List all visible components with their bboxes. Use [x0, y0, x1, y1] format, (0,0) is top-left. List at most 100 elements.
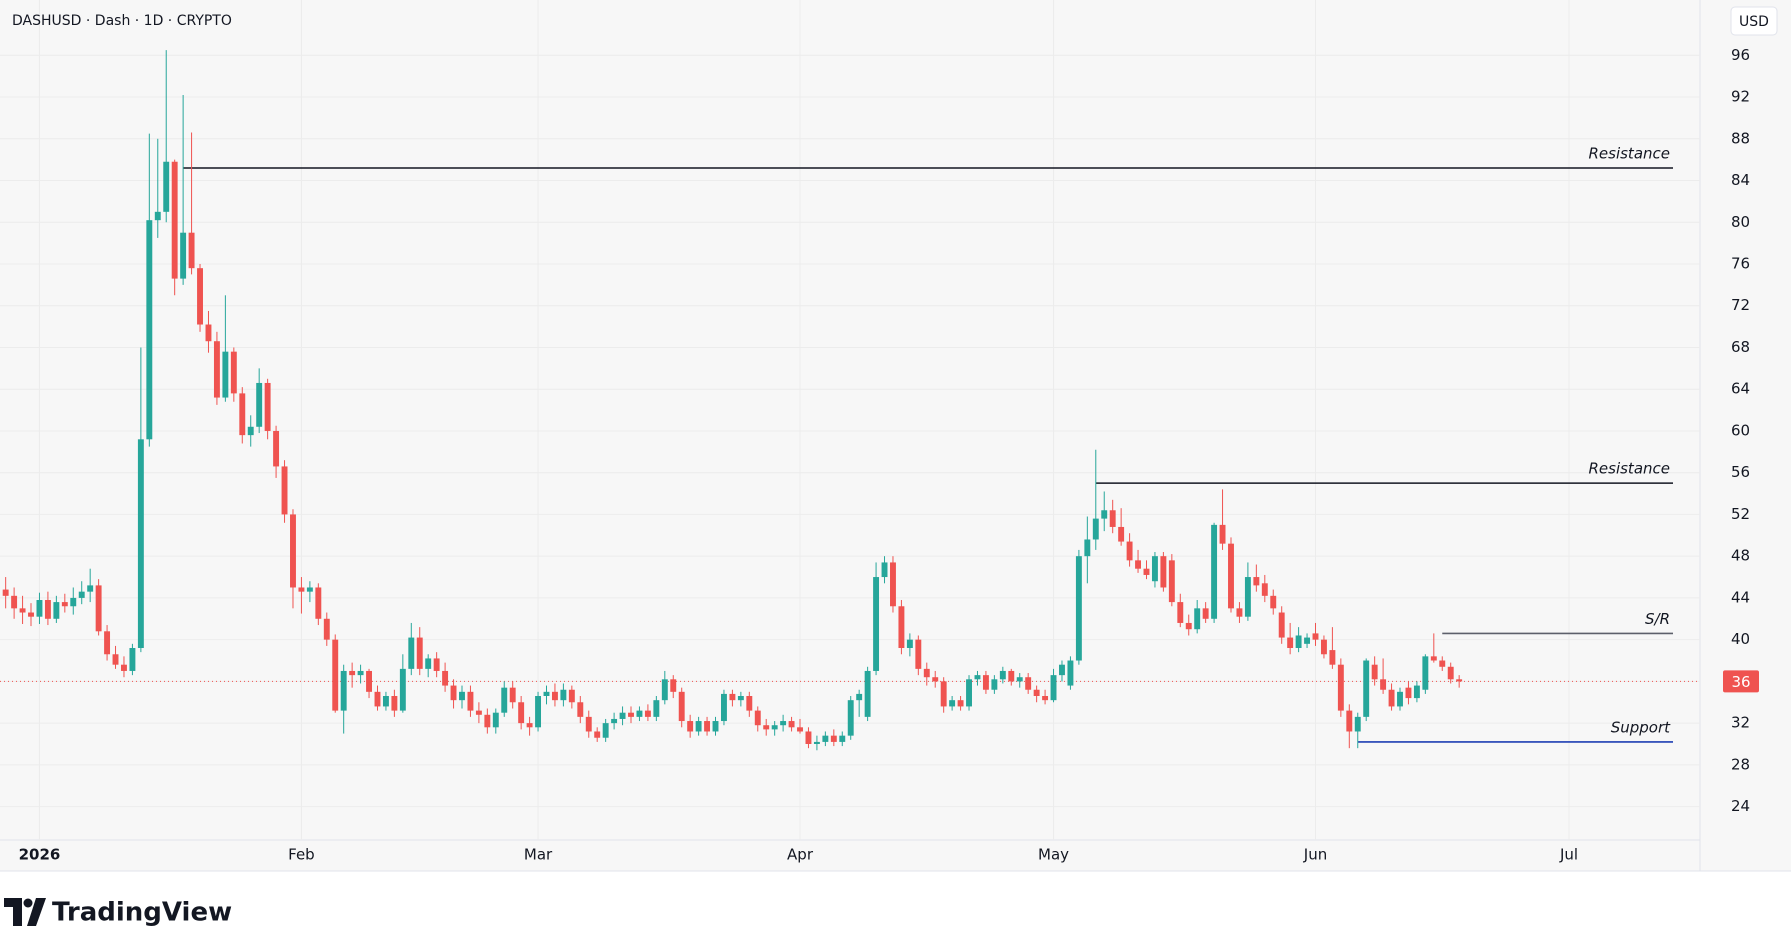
candle-body — [1160, 556, 1167, 588]
candle-body — [628, 712, 634, 717]
y-tick-label: 40 — [1731, 630, 1750, 648]
candle-body — [222, 351, 229, 398]
candle-body — [61, 602, 68, 607]
candle-body — [949, 700, 956, 707]
candle-body — [70, 597, 77, 607]
axes: 24 28 32 36 40 44 48 52 56 60 64 68 72 76 80 84 88 92 96 20… — [19, 46, 1759, 864]
candle-body — [1287, 637, 1294, 648]
y-tick-label: 48 — [1731, 547, 1750, 565]
candle-body — [1219, 524, 1226, 544]
y-tick-label: 52 — [1731, 505, 1750, 523]
candle-body — [653, 700, 660, 717]
candle-body — [188, 232, 195, 269]
candle-body — [78, 591, 85, 598]
currency-button[interactable] — [1730, 6, 1778, 36]
candle-body — [36, 600, 43, 617]
candle-body — [915, 639, 922, 669]
candle-body — [273, 430, 280, 467]
x-tick-label: 2026 — [19, 846, 61, 864]
y-tick-label: 56 — [1731, 463, 1750, 481]
level-label: Support — [1611, 718, 1671, 736]
candle-body — [442, 670, 449, 686]
candle-body — [1151, 556, 1158, 582]
candle-body — [813, 741, 820, 744]
candle-body — [1363, 660, 1370, 717]
candles — [2, 50, 1463, 751]
candle-body — [1371, 664, 1378, 680]
candle-body — [1253, 577, 1260, 586]
x-tick-label: Mar — [524, 846, 553, 864]
price-axis-background — [1700, 0, 1791, 871]
candle-body — [687, 721, 694, 732]
candle-body — [290, 514, 296, 588]
candle-body — [1109, 510, 1116, 527]
candle-body — [890, 562, 896, 607]
candle-body — [526, 723, 533, 728]
candle-body — [1388, 689, 1395, 707]
candle-body — [1025, 677, 1032, 690]
level-label: Resistance — [1588, 460, 1670, 478]
level-label: Resistance — [1588, 145, 1670, 163]
candle-body — [611, 718, 618, 724]
candle-body — [213, 341, 220, 398]
candle-body — [695, 721, 702, 732]
y-tick-label: 32 — [1731, 714, 1750, 732]
candle-body — [678, 691, 685, 722]
candle-body — [408, 637, 415, 669]
candle-body — [1270, 595, 1277, 609]
candle-body — [11, 595, 18, 609]
candle-body — [932, 677, 939, 682]
currency-label[interactable]: USD — [1739, 14, 1769, 30]
candle-body — [864, 670, 871, 717]
candle-body — [112, 654, 119, 665]
candle-body — [585, 716, 592, 732]
candle-body — [256, 382, 263, 427]
candle-body — [1008, 670, 1015, 682]
logo-icon — [27, 898, 46, 926]
candle-body — [129, 648, 136, 671]
candle-body — [349, 670, 356, 676]
candle-body — [518, 702, 525, 724]
candle-body — [484, 714, 491, 728]
candle-body — [1059, 664, 1065, 676]
y-tick-label: 44 — [1731, 588, 1750, 606]
y-tick-label: 80 — [1731, 213, 1750, 231]
candle-body — [492, 712, 499, 728]
candle-body — [382, 696, 389, 707]
candle-body — [1211, 524, 1218, 619]
candle-body — [1456, 679, 1463, 682]
candle-body — [822, 735, 829, 742]
candle-body — [205, 324, 212, 342]
candle-body — [180, 232, 187, 279]
candle-body — [1430, 656, 1437, 661]
candle-body — [1278, 612, 1285, 638]
candle-body — [1075, 556, 1082, 661]
candle-body — [459, 691, 465, 701]
candle-body — [399, 668, 406, 711]
candle-body — [374, 691, 381, 707]
candle-body — [856, 693, 863, 701]
candle-body — [991, 679, 998, 690]
candle-body — [1143, 568, 1150, 575]
candle-body — [999, 670, 1006, 680]
x-tick-label: Feb — [288, 846, 315, 864]
candle-body — [53, 602, 60, 619]
candle-body — [923, 668, 930, 678]
candle-body — [1194, 608, 1201, 630]
candle-body — [197, 268, 203, 325]
candle-body — [1016, 677, 1023, 682]
candle-body — [366, 670, 372, 692]
candle-body — [1320, 639, 1327, 655]
candle-body — [137, 439, 144, 648]
candle-body — [898, 606, 905, 648]
candle-body — [754, 710, 761, 726]
candle-body — [247, 426, 254, 436]
candle-body — [1413, 685, 1420, 699]
candle-body — [298, 587, 305, 592]
candle-body — [1168, 560, 1175, 603]
candle-body — [1295, 635, 1302, 648]
candle-body — [771, 725, 778, 730]
candle-body — [315, 587, 322, 619]
